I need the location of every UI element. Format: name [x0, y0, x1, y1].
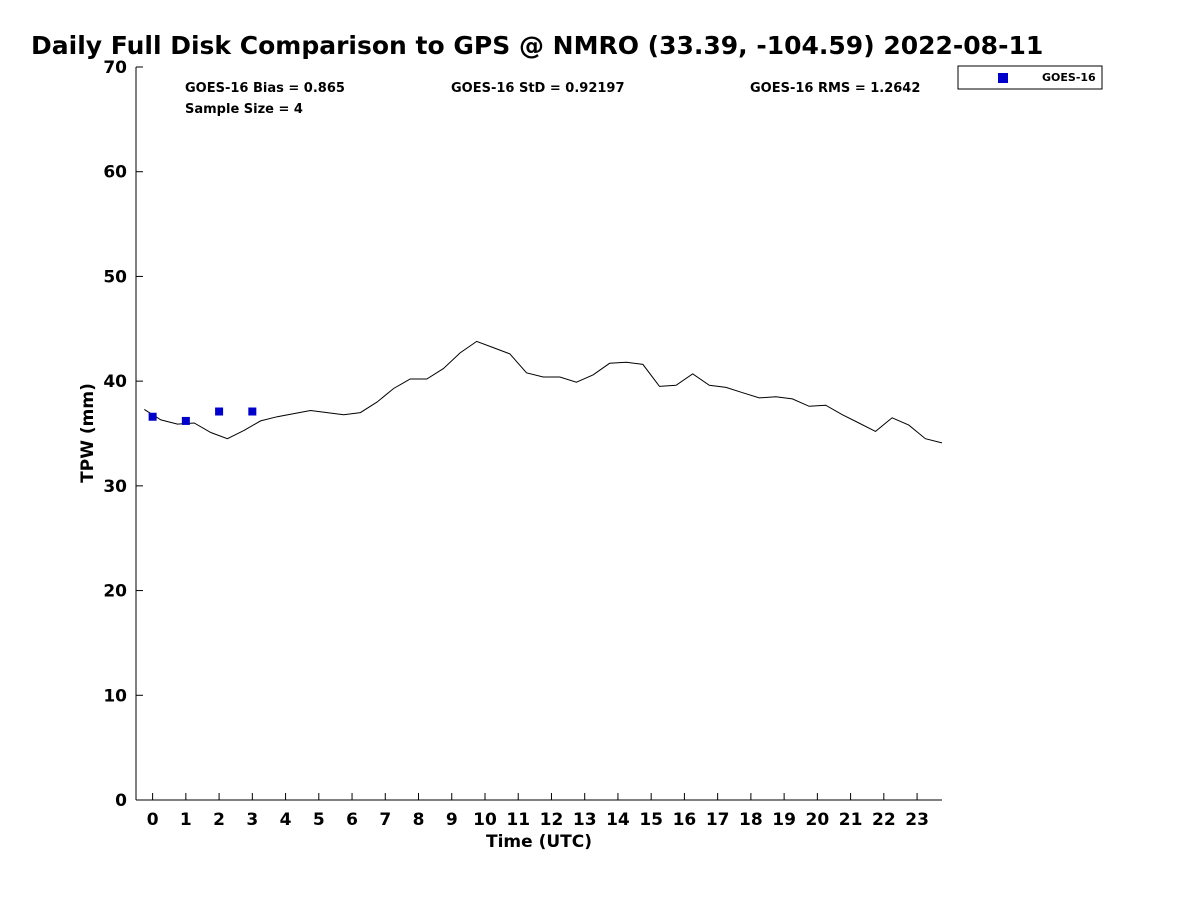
x-tick-label: 6: [346, 810, 358, 830]
bias-stat: GOES-16 Bias = 0.865: [185, 81, 345, 96]
x-tick-label: 10: [473, 810, 497, 830]
x-tick-label: 12: [540, 810, 564, 830]
legend-box: [957, 65, 1103, 90]
x-tick-label: 2: [213, 810, 225, 830]
axes: [135, 67, 942, 801]
y-tick-label: 40: [103, 372, 127, 392]
rms-stat: GOES-16 RMS = 1.2642: [750, 81, 920, 96]
x-tick-label: 16: [673, 810, 697, 830]
y-tick-label: 70: [103, 58, 127, 78]
x-tick-label: 21: [839, 810, 863, 830]
x-tick-label: 8: [413, 810, 425, 830]
y-tick-label: 20: [103, 582, 127, 602]
goes-16-point: [181, 416, 190, 425]
plot-area: [144, 340, 943, 444]
goes-16-point: [248, 407, 257, 416]
chart-title: Daily Full Disk Comparison to GPS @ NMRO…: [31, 31, 1043, 60]
x-tick-label: 13: [573, 810, 597, 830]
std-stat: GOES-16 StD = 0.92197: [451, 81, 625, 96]
x-tick-label: 5: [313, 810, 325, 830]
x-tick-label: 15: [639, 810, 663, 830]
y-tick-label: 30: [103, 477, 127, 497]
x-tick-label: 17: [706, 810, 730, 830]
x-tick-label: 3: [246, 810, 258, 830]
gps-tpw-line: [144, 340, 943, 444]
goes-16-point: [148, 412, 157, 421]
x-tick-label: 4: [280, 810, 292, 830]
x-ticks: 0 1 2 3 4 5 6 7 8 9 10 11 12 13 14 15 16 17 18 19 20 21 22 23: [147, 793, 929, 830]
y-tick-label: 50: [103, 267, 127, 287]
x-tick-label: 18: [739, 810, 763, 830]
y-tick-label: 60: [103, 163, 127, 183]
x-tick-label: 0: [147, 810, 159, 830]
goes-16-point: [215, 407, 224, 416]
sample-size-stat: Sample Size = 4: [185, 102, 303, 117]
legend-marker-goes-16: [998, 73, 1008, 83]
y-tick-label: 0: [115, 791, 127, 811]
x-tick-label: 23: [905, 810, 929, 830]
x-tick-label: 14: [606, 810, 630, 830]
x-tick-label: 20: [806, 810, 830, 830]
y-axis-title: TPW (mm): [78, 383, 98, 483]
legend-label-goes-16: GOES-16: [1042, 71, 1096, 84]
y-ticks: 0 10 20 30 40 50 60 70: [103, 58, 143, 811]
x-tick-label: 11: [506, 810, 530, 830]
x-tick-label: 1: [180, 810, 192, 830]
stats: GOES-16 Bias = 0.865 GOES-16 StD = 0.921…: [185, 81, 920, 117]
x-axis-title: Time (UTC): [486, 832, 592, 852]
x-tick-label: 19: [772, 810, 796, 830]
x-tick-label: 9: [446, 810, 458, 830]
y-tick-label: 10: [103, 686, 127, 706]
x-tick-label: 22: [872, 810, 896, 830]
x-tick-label: 7: [379, 810, 391, 830]
legend: GOES-16: [957, 65, 1103, 90]
